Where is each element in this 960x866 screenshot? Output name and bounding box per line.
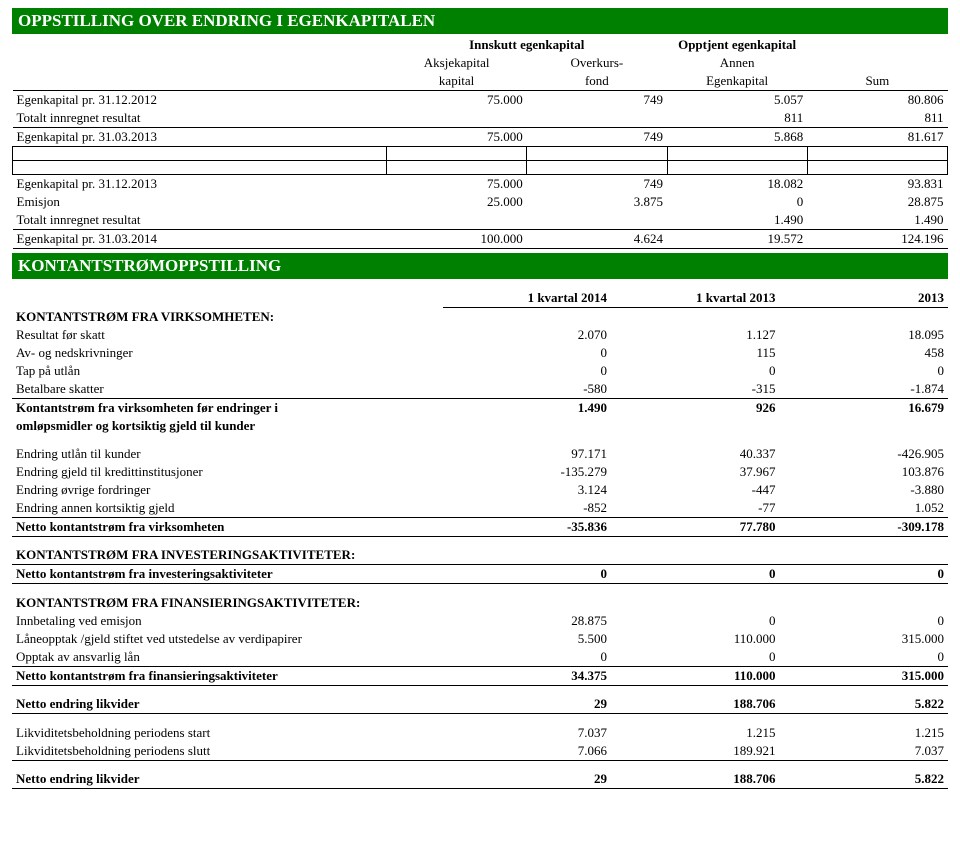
header-aksjekapital: Aksjekapital	[387, 54, 527, 72]
row-label: Emisjon	[13, 193, 387, 211]
header-annen: Annen	[667, 54, 807, 72]
row-label: Egenkapital pr. 31.12.2013	[13, 175, 387, 194]
table-row: Netto kontantstrøm fra virksomheten-35.8…	[12, 517, 948, 536]
table-row: Betalbare skatter-580-315-1.874	[12, 380, 948, 399]
table-row: Tap på utlån000	[12, 362, 948, 380]
table-row: Endring gjeld til kredittinstitusjoner-1…	[12, 463, 948, 481]
cell: 749	[527, 91, 667, 110]
row-label: Egenkapital pr. 31.03.2013	[13, 128, 387, 147]
header-innskutt: Innskutt egenkapital	[387, 36, 668, 54]
empty-box-row	[13, 161, 948, 175]
cell: 25.000	[387, 193, 527, 211]
cell: 75.000	[387, 175, 527, 194]
cell: 1.490	[807, 211, 947, 230]
col-header: 2013	[780, 289, 949, 308]
table-row: Egenkapital pr. 31.12.2013 75.000 749 18…	[13, 175, 948, 194]
header-row-2: Aksjekapital Overkurs- Annen	[13, 54, 948, 72]
cell: 81.617	[807, 128, 947, 147]
cell: 124.196	[807, 230, 947, 249]
header-sum: Sum	[807, 72, 947, 91]
section-title-cashflow: KONTANTSTRØMOPPSTILLING	[12, 253, 948, 279]
table-row: Kontantstrøm fra virksomheten før endrin…	[12, 398, 948, 417]
equity-table: Innskutt egenkapital Opptjent egenkapita…	[12, 36, 948, 249]
table-row: Innbetaling ved emisjon28.87500	[12, 612, 948, 630]
cell: 28.875	[807, 193, 947, 211]
header-egenkapital: Egenkapital	[667, 72, 807, 91]
cell: 100.000	[387, 230, 527, 249]
table-row: Netto kontantstrøm fra finansieringsakti…	[12, 666, 948, 685]
cell: 19.572	[667, 230, 807, 249]
cell: 80.806	[807, 91, 947, 110]
section-title-equity: OPPSTILLING OVER ENDRING I EGENKAPITALEN	[12, 8, 948, 34]
section-label: KONTANTSTRØM FRA INVESTERINGSAKTIVITETER…	[12, 546, 443, 565]
table-row: Resultat før skatt2.0701.12718.095	[12, 326, 948, 344]
cell: 5.057	[667, 91, 807, 110]
cell: 749	[527, 128, 667, 147]
cell: 75.000	[387, 128, 527, 147]
table-row: Opptak av ansvarlig lån000	[12, 648, 948, 667]
cf-header-row: 1 kvartal 2014 1 kvartal 2013 2013	[12, 289, 948, 308]
cell: 4.624	[527, 230, 667, 249]
header-row-1: Innskutt egenkapital Opptjent egenkapita…	[13, 36, 948, 54]
table-row: Totalt innregnet resultat 811 811	[13, 109, 948, 128]
table-row: Likviditetsbeholdning periodens start7.0…	[12, 724, 948, 742]
col-header: 1 kvartal 2013	[611, 289, 779, 308]
header-row-3: kapital fond Egenkapital Sum	[13, 72, 948, 91]
cell: 811	[807, 109, 947, 128]
table-row: Endring annen kortsiktig gjeld-852-771.0…	[12, 499, 948, 518]
cell: 75.000	[387, 91, 527, 110]
table-row: Egenkapital pr. 31.03.2014 100.000 4.624…	[13, 230, 948, 249]
row-label: Egenkapital pr. 31.12.2012	[13, 91, 387, 110]
cell: 93.831	[807, 175, 947, 194]
cashflow-table: 1 kvartal 2014 1 kvartal 2013 2013 KONTA…	[12, 281, 948, 789]
table-row: Av- og nedskrivninger0115458	[12, 344, 948, 362]
cell: 18.082	[667, 175, 807, 194]
cell: 1.490	[667, 211, 807, 230]
header-opptjent: Opptjent egenkapital	[667, 36, 807, 54]
table-row: Låneopptak /gjeld stiftet ved utstedelse…	[12, 630, 948, 648]
table-row: Netto endring likvider29188.7065.822	[12, 695, 948, 714]
section-label: KONTANTSTRØM FRA FINANSIERINGSAKTIVITETE…	[12, 594, 443, 612]
table-row: Netto kontantstrøm fra investeringsaktiv…	[12, 565, 948, 584]
row-label: Totalt innregnet resultat	[13, 211, 387, 230]
section-label: KONTANTSTRØM FRA VIRKSOMHETEN:	[12, 308, 443, 326]
cell: 811	[667, 109, 807, 128]
cell: 749	[527, 175, 667, 194]
table-row: Emisjon 25.000 3.875 0 28.875	[13, 193, 948, 211]
row-label: Egenkapital pr. 31.03.2014	[13, 230, 387, 249]
col-header: 1 kvartal 2014	[443, 289, 611, 308]
header-fond: fond	[527, 72, 667, 91]
table-row: omløpsmidler og kortsiktig gjeld til kun…	[12, 417, 948, 435]
header-kapital: kapital	[387, 72, 527, 91]
table-row: Endring utlån til kunder97.17140.337-426…	[12, 445, 948, 463]
table-row: Endring øvrige fordringer3.124-447-3.880	[12, 481, 948, 499]
table-row: Likviditetsbeholdning periodens slutt7.0…	[12, 742, 948, 761]
table-row: Egenkapital pr. 31.03.2013 75.000 749 5.…	[13, 128, 948, 147]
table-row: Egenkapital pr. 31.12.2012 75.000 749 5.…	[13, 91, 948, 110]
cell: 3.875	[527, 193, 667, 211]
empty-box-row	[13, 147, 948, 161]
table-row: Netto endring likvider29188.7065.822	[12, 770, 948, 789]
cell: 5.868	[667, 128, 807, 147]
header-overkurs: Overkurs-	[527, 54, 667, 72]
row-label: Totalt innregnet resultat	[13, 109, 387, 128]
cell: 0	[667, 193, 807, 211]
table-row: Totalt innregnet resultat 1.490 1.490	[13, 211, 948, 230]
